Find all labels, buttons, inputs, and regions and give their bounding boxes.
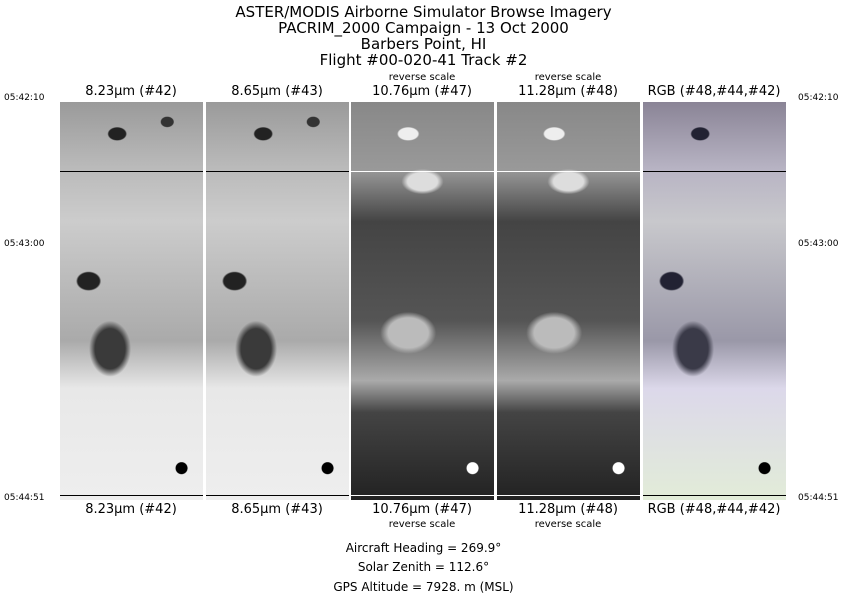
panel-3-bottom-note: reverse scale	[388, 519, 456, 530]
gps-altitude: GPS Altitude = 7928. m (MSL)	[333, 580, 514, 594]
image-panel-rgb	[643, 102, 786, 500]
panel-3-top-note: reverse scale	[388, 72, 456, 83]
image-panel-8-65um	[206, 102, 349, 500]
time-end-left: 05:44:51	[4, 493, 45, 503]
panel-1-bottom-label: 8.23µm (#42)	[85, 502, 177, 517]
panel-3-bottom-label: 10.76µm (#47)	[372, 502, 472, 517]
marker-line	[351, 495, 494, 496]
image-panel-8-23um	[60, 102, 203, 500]
aircraft-heading: Aircraft Heading = 269.9°	[345, 541, 502, 555]
time-start-right: 05:42:10	[798, 93, 839, 103]
image-panel-10-76um	[351, 102, 494, 500]
panel-2-bottom-label: 8.65µm (#43)	[231, 502, 323, 517]
title-line-1: ASTER/MODIS Airborne Simulator Browse Im…	[235, 3, 612, 21]
time-mid-left: 05:43:00	[4, 239, 45, 249]
panel-4-bottom-note: reverse scale	[534, 519, 602, 530]
marker-line	[643, 495, 786, 496]
marker-line	[497, 495, 640, 496]
title-line-3: Barbers Point, HI	[360, 35, 487, 53]
title-line-4: Flight #00-020-41 Track #2	[319, 51, 528, 69]
panel-4-top-note: reverse scale	[534, 72, 602, 83]
marker-line	[206, 495, 349, 496]
time-start-left: 05:42:10	[4, 93, 45, 103]
title-line-2: PACRIM_2000 Campaign - 13 Oct 2000	[278, 19, 569, 37]
time-end-right: 05:44:51	[798, 493, 839, 503]
panel-1-top-label: 8.23µm (#42)	[85, 84, 177, 99]
solar-zenith: Solar Zenith = 112.6°	[357, 560, 490, 574]
panel-4-top-label: 11.28µm (#48)	[518, 84, 618, 99]
marker-line	[497, 171, 640, 172]
panel-3-top-label: 10.76µm (#47)	[372, 84, 472, 99]
time-mid-right: 05:43:00	[798, 239, 839, 249]
panel-4-bottom-label: 11.28µm (#48)	[518, 502, 618, 517]
panel-5-top-label: RGB (#48,#44,#42)	[647, 84, 781, 99]
image-panel-11-28um	[497, 102, 640, 500]
marker-line	[60, 495, 203, 496]
marker-line	[60, 171, 203, 172]
panel-2-top-label: 8.65µm (#43)	[231, 84, 323, 99]
marker-line	[643, 171, 786, 172]
marker-line	[351, 171, 494, 172]
marker-line	[206, 171, 349, 172]
panel-5-bottom-label: RGB (#48,#44,#42)	[647, 502, 781, 517]
